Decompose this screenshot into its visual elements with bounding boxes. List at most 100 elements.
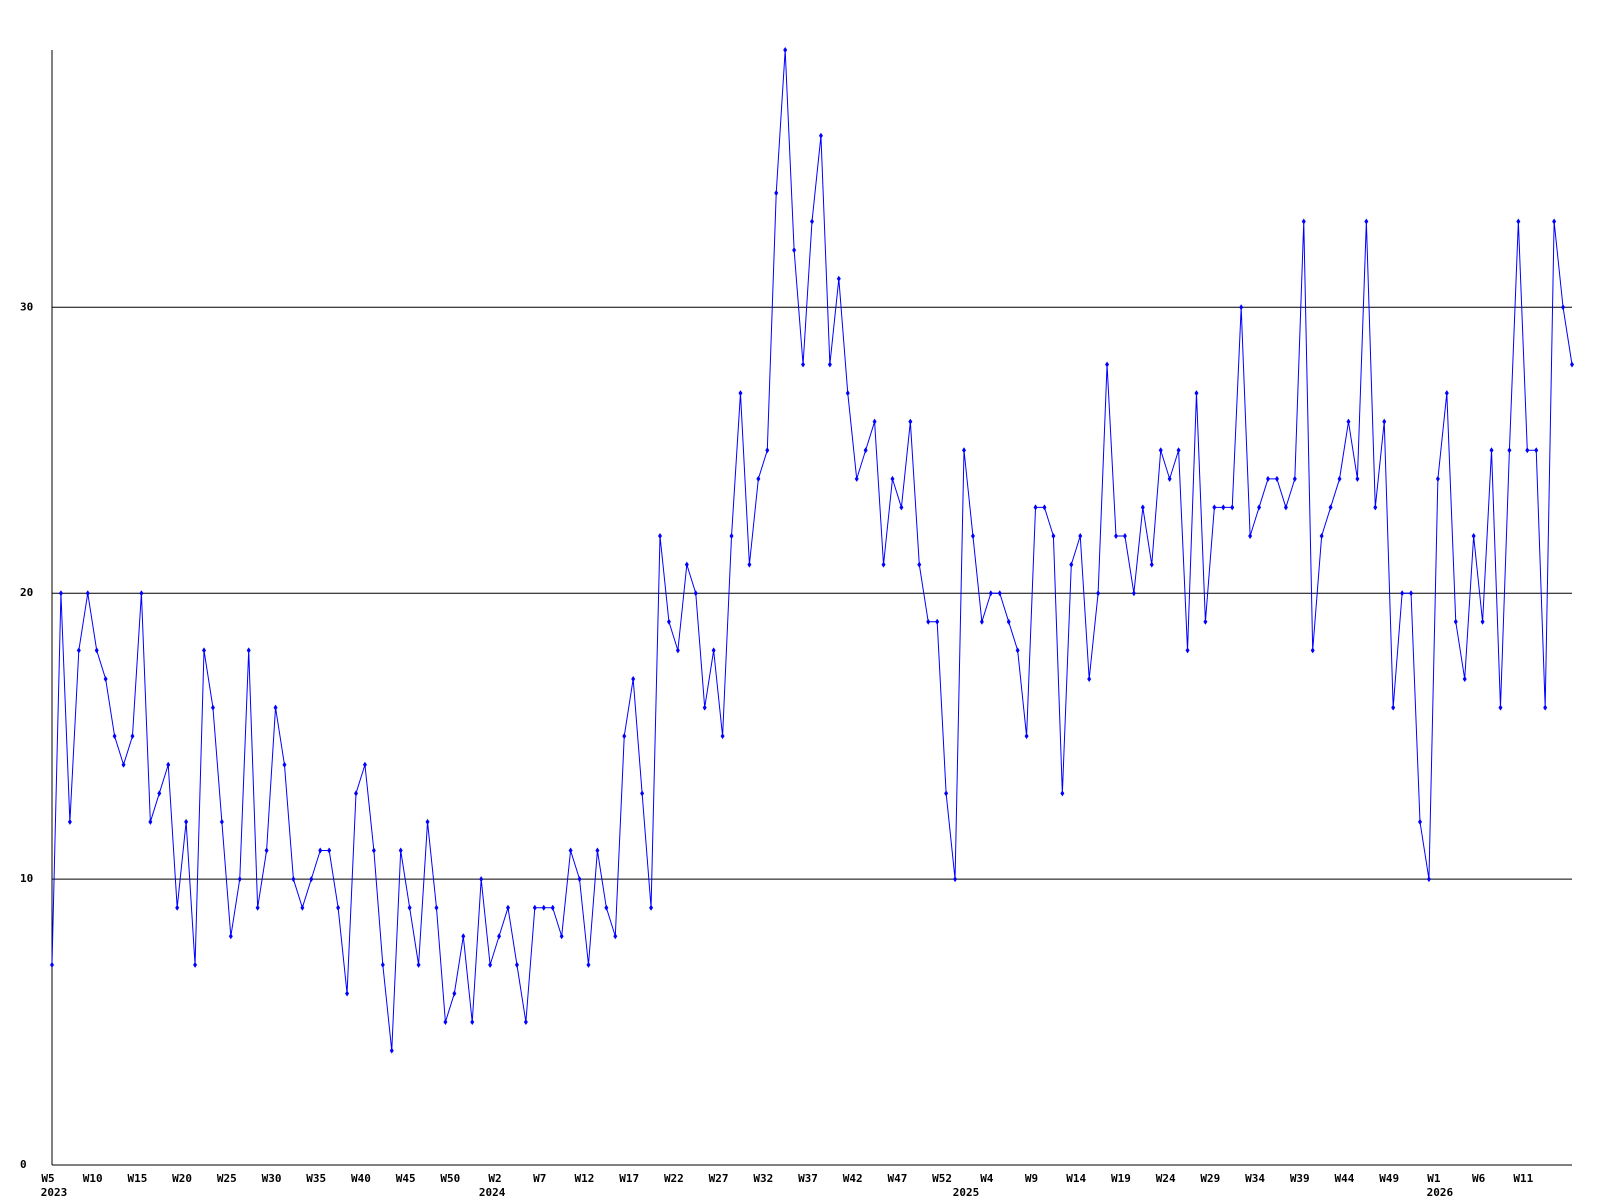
data-point <box>58 590 63 597</box>
x-tick-label: W27 <box>709 1172 729 1185</box>
data-point <box>1283 504 1288 511</box>
data-point <box>309 876 314 883</box>
data-point <box>1122 533 1127 540</box>
data-point <box>702 704 707 711</box>
data-point <box>1078 533 1083 540</box>
data-point <box>389 1047 394 1054</box>
data-point <box>1480 618 1485 625</box>
data-point <box>1507 447 1512 454</box>
data-point <box>1266 475 1270 482</box>
data-point <box>1051 533 1056 540</box>
data-point <box>416 961 421 968</box>
data-point <box>76 647 81 654</box>
data-point <box>818 132 823 139</box>
x-tick-label: W24 <box>1156 1172 1176 1185</box>
data-point <box>1435 475 1440 482</box>
data-point <box>1105 361 1110 368</box>
data-point <box>479 876 484 883</box>
x-tick-label: W12 <box>575 1172 595 1185</box>
x-tick-label: W40 <box>351 1172 371 1185</box>
data-point <box>649 904 654 911</box>
data-point <box>1310 647 1315 654</box>
data-point <box>801 361 806 368</box>
data-point <box>1337 475 1342 482</box>
data-point <box>488 961 493 968</box>
data-point <box>103 675 108 682</box>
x-tick-label: W4 <box>980 1172 994 1185</box>
data-point <box>1516 218 1521 225</box>
data-point <box>398 847 403 854</box>
data-point <box>926 618 931 625</box>
data-point <box>336 904 341 911</box>
data-point <box>523 1019 528 1026</box>
data-point <box>810 218 814 225</box>
data-point <box>175 904 180 911</box>
data-point <box>1015 647 1020 654</box>
data-point <box>577 876 582 883</box>
data-point <box>345 990 350 997</box>
data-point <box>291 876 296 883</box>
data-point <box>1292 475 1297 482</box>
data-point <box>121 761 126 768</box>
data-point <box>1426 876 1431 883</box>
data-point <box>792 247 797 254</box>
x-tick-label: W52 <box>932 1172 952 1185</box>
data-point <box>845 390 850 397</box>
data-point <box>541 904 546 911</box>
data-point <box>1158 447 1163 454</box>
data-point <box>550 904 555 911</box>
data-point <box>1382 418 1387 425</box>
data-point <box>1391 704 1396 711</box>
data-point <box>1114 533 1118 540</box>
data-point <box>1462 675 1467 682</box>
data-point <box>1498 704 1503 711</box>
data-point <box>738 390 743 397</box>
data-point <box>1024 733 1029 740</box>
data-point <box>1033 504 1038 511</box>
data-point <box>532 904 537 911</box>
x-tick-label: W45 <box>396 1172 416 1185</box>
data-point <box>362 761 367 768</box>
data-point <box>354 790 358 797</box>
data-point <box>1552 218 1557 225</box>
data-point <box>953 876 958 883</box>
data-point <box>1561 304 1566 311</box>
x-tick-label: W2 <box>488 1172 501 1185</box>
data-point <box>899 504 904 511</box>
data-point <box>1239 304 1244 311</box>
data-point <box>1140 504 1145 511</box>
x-tick-label: W39 <box>1290 1172 1310 1185</box>
data-point <box>130 733 135 740</box>
data-point <box>765 447 770 454</box>
data-point <box>273 704 278 711</box>
x-tick-label: W11 <box>1513 1172 1533 1185</box>
data-point <box>210 704 215 711</box>
data-point <box>1471 533 1476 540</box>
data-point <box>1042 504 1047 511</box>
data-point <box>470 1019 475 1026</box>
data-point <box>1418 818 1422 825</box>
data-point <box>711 647 716 654</box>
data-point <box>1194 390 1199 397</box>
x-tick-label: W42 <box>843 1172 863 1185</box>
data-point <box>282 761 287 768</box>
data-point <box>67 818 72 825</box>
data-point <box>219 818 224 825</box>
data-point <box>935 618 940 625</box>
data-point <box>854 475 859 482</box>
data-point <box>94 647 99 654</box>
x-tick-label: W9 <box>1025 1172 1038 1185</box>
data-point <box>193 961 198 968</box>
data-point <box>756 475 761 482</box>
data-point <box>1203 618 1208 625</box>
data-point <box>586 961 591 968</box>
data-point <box>872 418 877 425</box>
year-label: 2025 <box>953 1186 980 1199</box>
data-point <box>881 561 886 568</box>
data-point <box>944 790 949 797</box>
year-label: 2023 <box>41 1186 68 1199</box>
data-point <box>1525 447 1530 454</box>
year-label: 2026 <box>1427 1186 1454 1199</box>
x-tick-label: W25 <box>217 1172 237 1185</box>
